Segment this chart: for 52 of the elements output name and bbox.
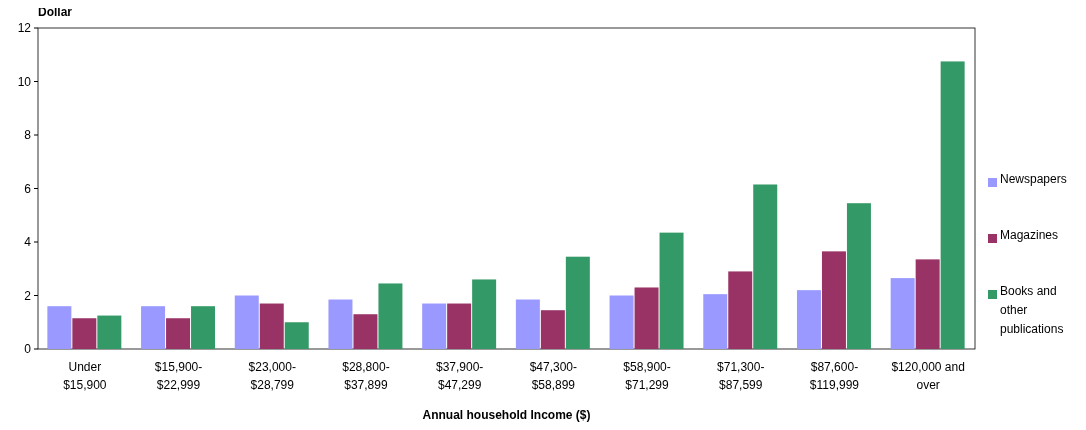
x-tick-label: $71,300- $87,599	[717, 360, 765, 392]
bar	[515, 299, 540, 349]
bar	[72, 318, 97, 349]
x-tick-label: $120,000 and over	[891, 360, 965, 392]
x-tick-label: $37,900- $47,299	[435, 360, 484, 392]
bar	[915, 259, 940, 349]
y-tick-label: 0	[24, 342, 32, 357]
bar	[328, 299, 353, 349]
y-tick-label: 12	[17, 21, 32, 36]
bar	[728, 271, 753, 349]
x-tick-label: $28,800- $37,899	[342, 360, 390, 392]
y-tick-label: 8	[24, 128, 32, 143]
bar	[447, 303, 472, 349]
legend-label: Newspapers	[1000, 172, 1067, 186]
y-tick-label: 4	[24, 235, 32, 250]
bar	[284, 322, 309, 349]
bar	[796, 290, 821, 349]
bar	[846, 203, 871, 349]
bar	[97, 315, 122, 349]
bar	[540, 310, 565, 349]
x-tick-label: $15,900- $22,999	[154, 360, 203, 392]
bar	[234, 295, 259, 349]
bar	[141, 306, 166, 349]
bar	[703, 294, 728, 349]
bar	[940, 61, 965, 349]
x-tick-label: $23,000- $28,799	[248, 360, 296, 392]
y-tick-label: 2	[24, 288, 32, 303]
x-tick-label: $87,600- $119,999	[809, 360, 860, 392]
bar	[659, 232, 684, 349]
legend-label: Books and other publications	[1000, 284, 1064, 336]
x-tick-label: Under $15,900	[63, 360, 107, 392]
bar	[634, 287, 659, 349]
bar	[890, 278, 915, 349]
y-tick-label: 6	[24, 181, 32, 196]
bar	[609, 295, 634, 349]
x-tick-label: $58,900- $71,299	[623, 360, 671, 392]
bar	[821, 251, 846, 349]
bar	[565, 256, 590, 349]
bar	[422, 303, 447, 349]
bar	[191, 306, 216, 349]
bar	[378, 283, 403, 349]
bar	[166, 318, 191, 349]
bar	[753, 184, 778, 349]
bar	[353, 314, 378, 349]
x-tick-label: $47,300- $58,899	[529, 360, 578, 392]
y-tick-label: 10	[17, 74, 32, 89]
bar	[472, 279, 497, 349]
x-axis-title: Annual household Income ($)	[422, 408, 591, 422]
legend-label: Magazines	[1000, 228, 1059, 242]
bar	[259, 303, 284, 349]
bar	[47, 306, 72, 349]
y-axis-title: Dollar	[38, 5, 73, 19]
